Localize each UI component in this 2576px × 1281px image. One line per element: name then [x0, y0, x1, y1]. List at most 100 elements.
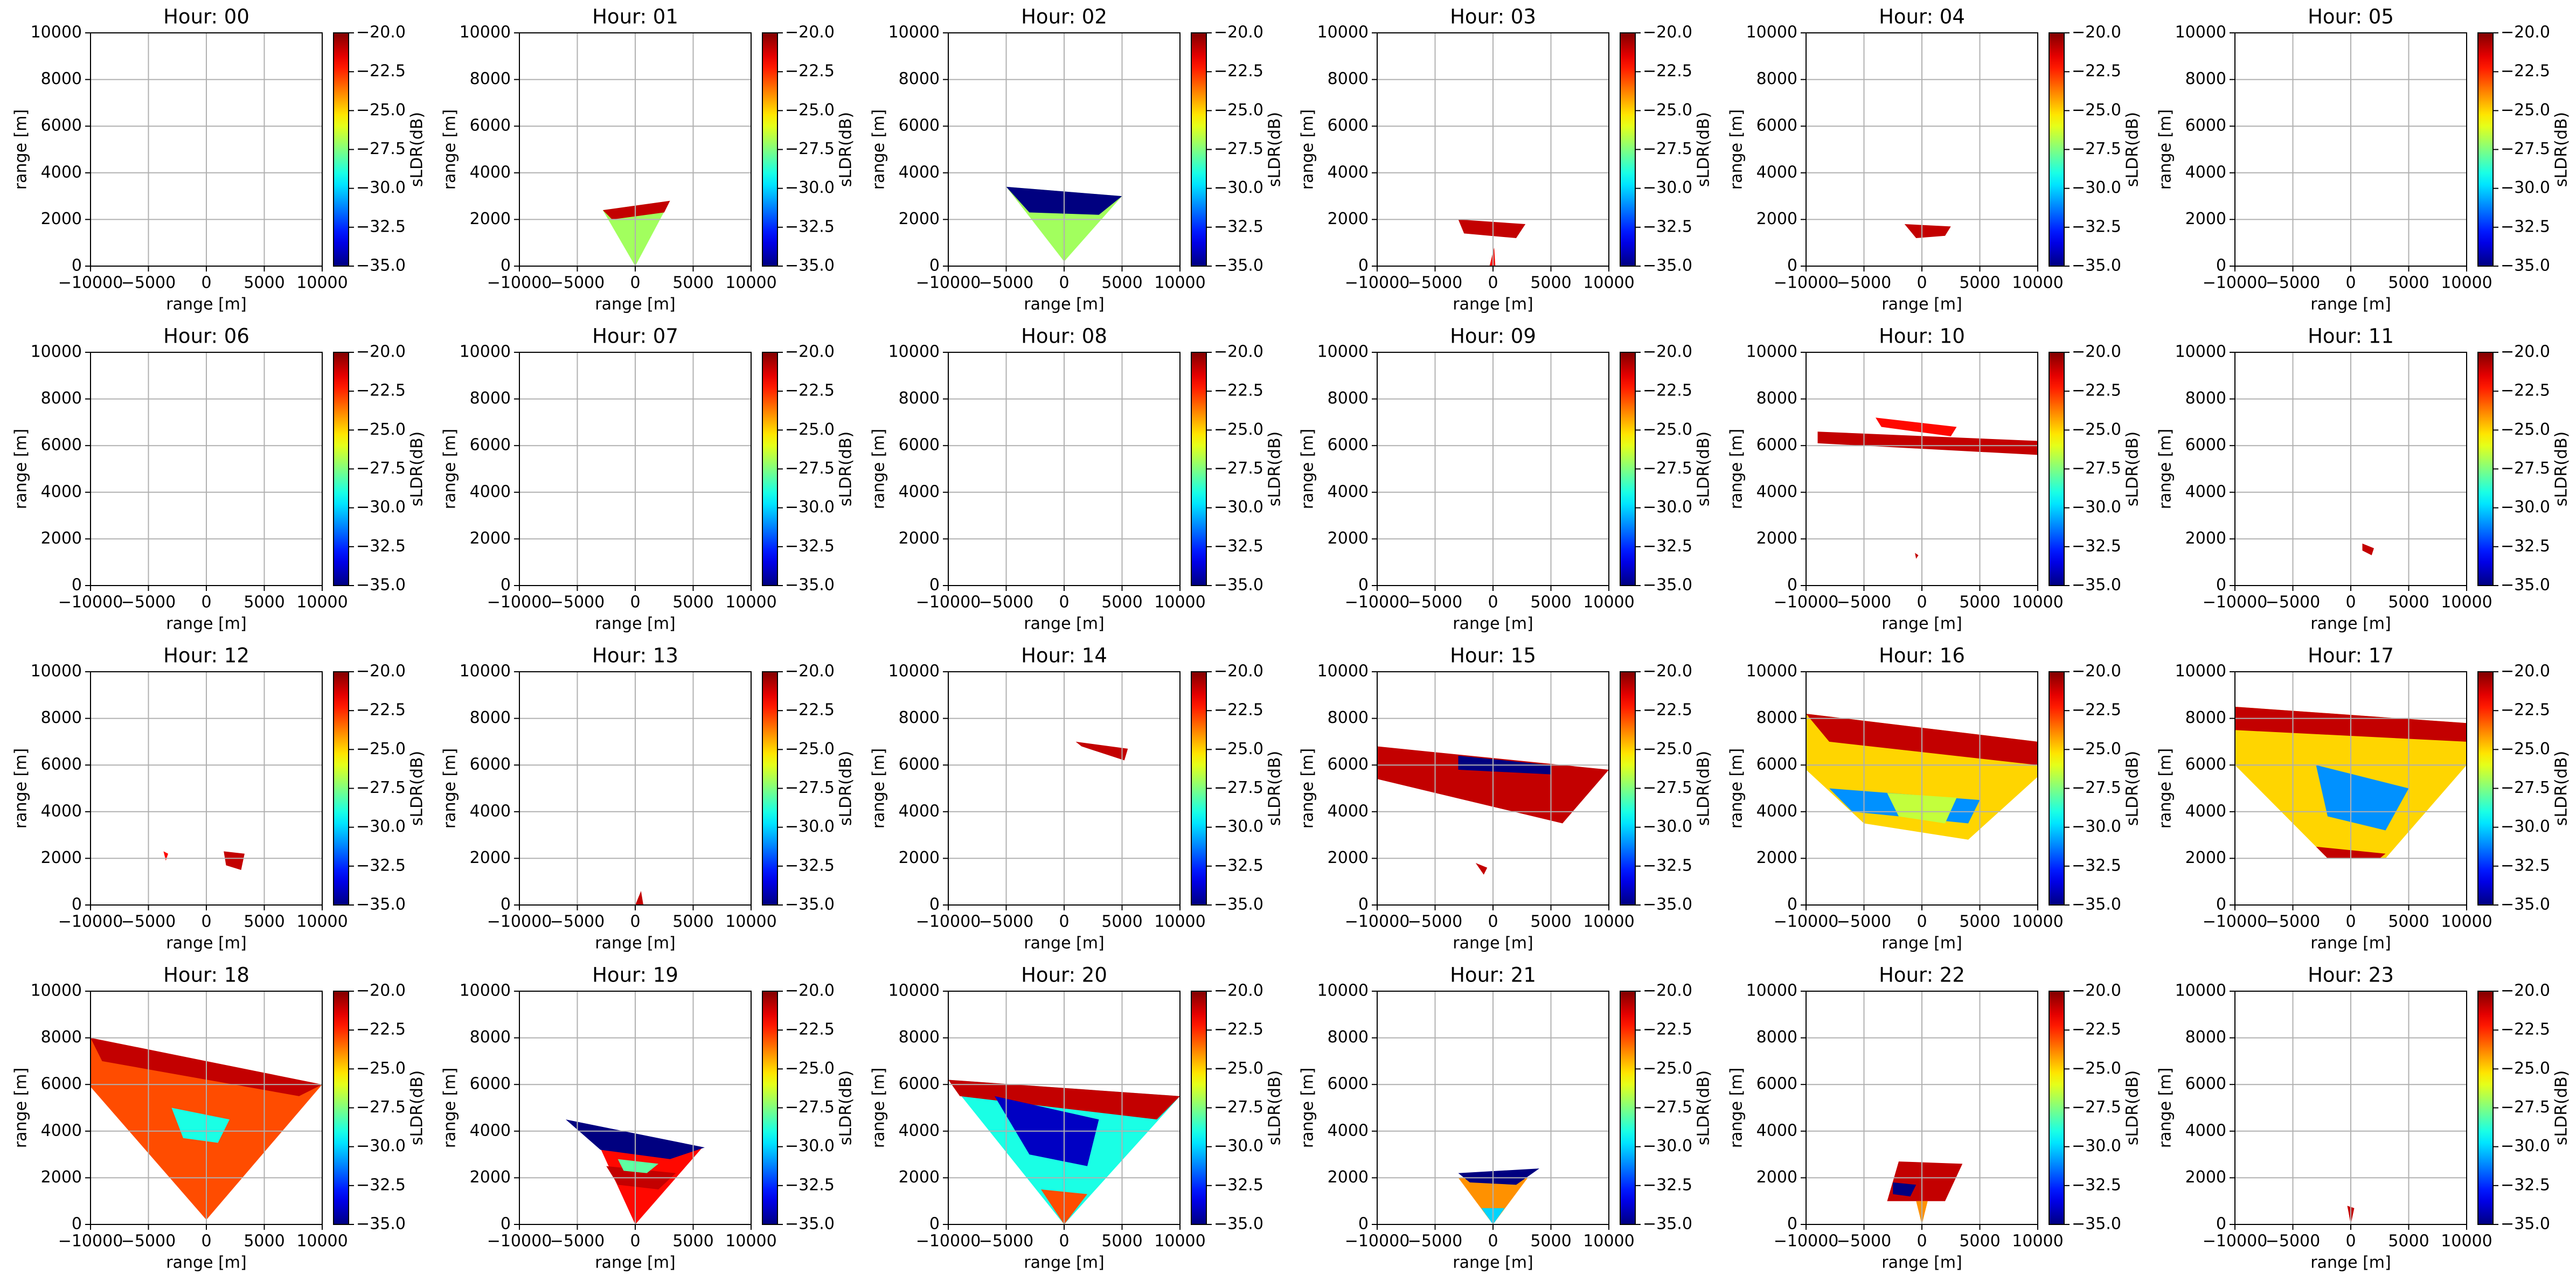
colorbar-tick-label: −25.0	[2072, 740, 2121, 758]
colorbar-label: sLDR(dB)	[2123, 751, 2142, 826]
y-axis-label: range [m]	[441, 1068, 460, 1148]
colorbar-tick-label: −27.5	[356, 778, 406, 797]
y-tick-label: 2000	[2185, 529, 2226, 548]
y-tick-label: 2000	[899, 529, 940, 548]
x-tick-label: 5000	[672, 593, 713, 612]
y-tick-label: 2000	[470, 848, 511, 867]
colorbar-tick-label: −20.0	[1214, 662, 1263, 681]
y-tick-label: 10000	[1317, 23, 1369, 42]
x-axis-label: range [m]	[1453, 934, 1533, 953]
subplot: −10000−5000 0 5000 10000 0 2000 4000 6000 8000 10…	[1299, 964, 1713, 1272]
colorbar-tick-label: −20.0	[785, 662, 835, 681]
y-tick-label: 4000	[1328, 802, 1369, 820]
y-axis-label: range [m]	[1299, 429, 1317, 509]
x-tick-label: 5000	[244, 593, 284, 612]
y-tick-label: 4000	[41, 163, 82, 182]
colorbar-label: sLDR(dB)	[1695, 112, 1713, 187]
colorbar-label: sLDR(dB)	[837, 431, 856, 506]
colorbar-tick-label: −35.0	[2501, 256, 2550, 275]
x-tick-label: 10000	[2441, 274, 2492, 293]
colorbar-tick-label: −32.5	[1214, 856, 1263, 875]
x-tick-label: 10000	[296, 1232, 348, 1251]
axes-frame	[2234, 671, 2467, 906]
colorbar-tick-label: −30.0	[356, 817, 406, 836]
colorbar-tick-label: −30.0	[1643, 817, 1692, 836]
x-tick-label: −10000	[58, 274, 123, 293]
colorbar-tick-label: −32.5	[356, 217, 406, 236]
axes-frame	[2234, 352, 2467, 586]
x-tick-label: 10000	[296, 913, 348, 931]
colorbar-tick-label: −32.5	[785, 1175, 835, 1194]
x-tick-label: 5000	[1101, 274, 1142, 293]
subplot-title: Hour: 14	[1021, 644, 1107, 667]
y-tick-label: 2000	[2185, 210, 2226, 228]
x-tick-label: −10000	[2203, 593, 2268, 612]
y-tick-label: 2000	[1328, 848, 1369, 867]
colorbar-tick-label: −25.0	[1643, 420, 1692, 439]
echo-region	[1904, 224, 1951, 239]
y-tick-label: 8000	[2185, 1028, 2226, 1047]
colorbar-tick-label: −32.5	[2501, 217, 2550, 236]
colorbar-tick-label: −35.0	[785, 256, 835, 275]
colorbar-tick-label: −30.0	[1643, 178, 1692, 197]
colorbar-tick-label: −27.5	[2501, 1098, 2550, 1117]
y-axis-label: range [m]	[12, 1068, 31, 1148]
x-tick-label: 10000	[2441, 1232, 2492, 1251]
x-axis-label: range [m]	[1024, 615, 1104, 633]
colorbar-tick-label: −30.0	[2072, 1137, 2121, 1155]
colorbar-tick-label: −27.5	[2501, 140, 2550, 158]
x-tick-label: −10000	[916, 593, 981, 612]
colorbar-label: sLDR(dB)	[1266, 1070, 1284, 1145]
y-tick-label: 10000	[31, 343, 82, 361]
colorbar-tick-label: −20.0	[2501, 343, 2550, 361]
x-tick-label: 5000	[1959, 274, 2000, 293]
subplot-title: Hour: 12	[163, 644, 249, 667]
echo-region	[1458, 1168, 1539, 1185]
x-axis-label: range [m]	[2310, 615, 2391, 633]
x-tick-label: −5000	[2266, 593, 2320, 612]
y-tick-label: 2000	[1756, 848, 1797, 867]
colorbar-label: sLDR(dB)	[1695, 751, 1713, 826]
y-tick-label: 8000	[470, 708, 511, 727]
y-tick-label: 4000	[1756, 482, 1797, 501]
axes-frame	[2234, 991, 2467, 1225]
x-tick-label: −5000	[1837, 1232, 1891, 1251]
colorbar-tick-label: −27.5	[1643, 459, 1692, 478]
colorbar-tick-label: −30.0	[2501, 1137, 2550, 1155]
x-tick-label: 5000	[1101, 913, 1142, 931]
colorbar-tick-label: −22.5	[2501, 1020, 2550, 1039]
x-axis-label: range [m]	[2310, 295, 2391, 314]
x-tick-label: −5000	[121, 913, 176, 931]
subplot-title: Hour: 01	[592, 5, 678, 29]
colorbar-tick-label: −20.0	[2072, 981, 2121, 1000]
colorbar	[2478, 33, 2493, 266]
y-tick-label: 8000	[470, 69, 511, 88]
y-tick-label: 10000	[888, 343, 940, 361]
y-tick-label: 4000	[1756, 802, 1797, 820]
colorbar-tick-label: −25.0	[356, 740, 406, 758]
colorbar-tick-label: −22.5	[2501, 381, 2550, 400]
colorbar	[334, 352, 349, 586]
y-tick-label: 4000	[41, 1121, 82, 1140]
colorbar-tick-label: −30.0	[2072, 178, 2121, 197]
y-tick-label: 0	[929, 256, 940, 275]
colorbar-tick-label: −32.5	[2072, 537, 2121, 555]
y-tick-label: 4000	[470, 802, 511, 820]
subplot-title: Hour: 05	[2308, 5, 2394, 29]
colorbar-tick-label: −30.0	[1214, 1137, 1263, 1155]
x-tick-label: 0	[201, 913, 211, 931]
y-tick-label: 6000	[470, 436, 511, 455]
y-tick-label: 4000	[41, 482, 82, 501]
x-axis-label: range [m]	[1024, 295, 1104, 314]
colorbar-tick-label: −30.0	[785, 498, 835, 517]
x-tick-label: 0	[1917, 913, 1927, 931]
data-layer	[1458, 219, 1526, 266]
colorbar-tick-label: −22.5	[1643, 62, 1692, 81]
colorbar-tick-label: −27.5	[1214, 140, 1263, 158]
x-tick-label: −5000	[979, 913, 1033, 931]
colorbar-label: sLDR(dB)	[2552, 431, 2571, 506]
x-axis-label: range [m]	[1453, 615, 1533, 633]
colorbar-tick-label: −22.5	[1214, 701, 1263, 720]
colorbar-tick-label: −35.0	[1214, 576, 1263, 595]
axes-frame	[2234, 32, 2467, 267]
